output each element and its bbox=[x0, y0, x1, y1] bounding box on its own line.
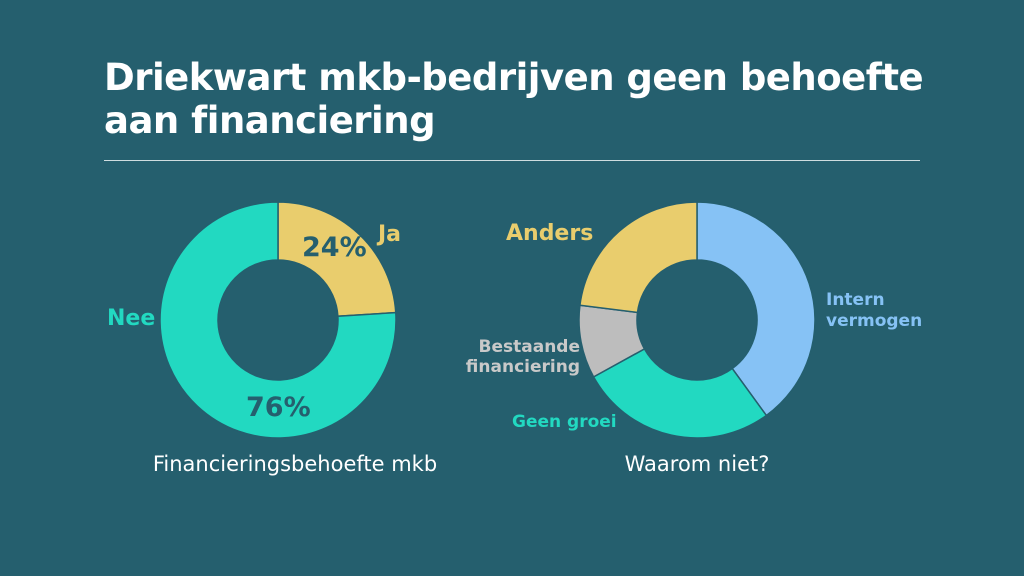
value-label: 24% bbox=[302, 232, 367, 263]
divider bbox=[104, 160, 920, 161]
category-label: Anders bbox=[506, 221, 594, 246]
value-label: 76% bbox=[246, 392, 311, 423]
donut-slice bbox=[277, 201, 397, 318]
donut-slice bbox=[592, 347, 768, 439]
chart-title: Waarom niet? bbox=[624, 452, 770, 476]
category-label: Nee bbox=[107, 306, 156, 331]
category-label: Bestaande financiering bbox=[465, 337, 580, 377]
category-label: Intern vermogen bbox=[826, 290, 923, 331]
donut-slice bbox=[696, 201, 816, 417]
donut-slice bbox=[579, 201, 698, 314]
category-label: Geen groei bbox=[512, 412, 617, 432]
category-label: Ja bbox=[378, 222, 402, 247]
donut-slice bbox=[159, 201, 397, 439]
chart-title: Financieringsbehoefte mkb bbox=[152, 452, 438, 476]
page-title: Driekwart mkb-bedrijven geen behoefte aa… bbox=[104, 56, 924, 142]
